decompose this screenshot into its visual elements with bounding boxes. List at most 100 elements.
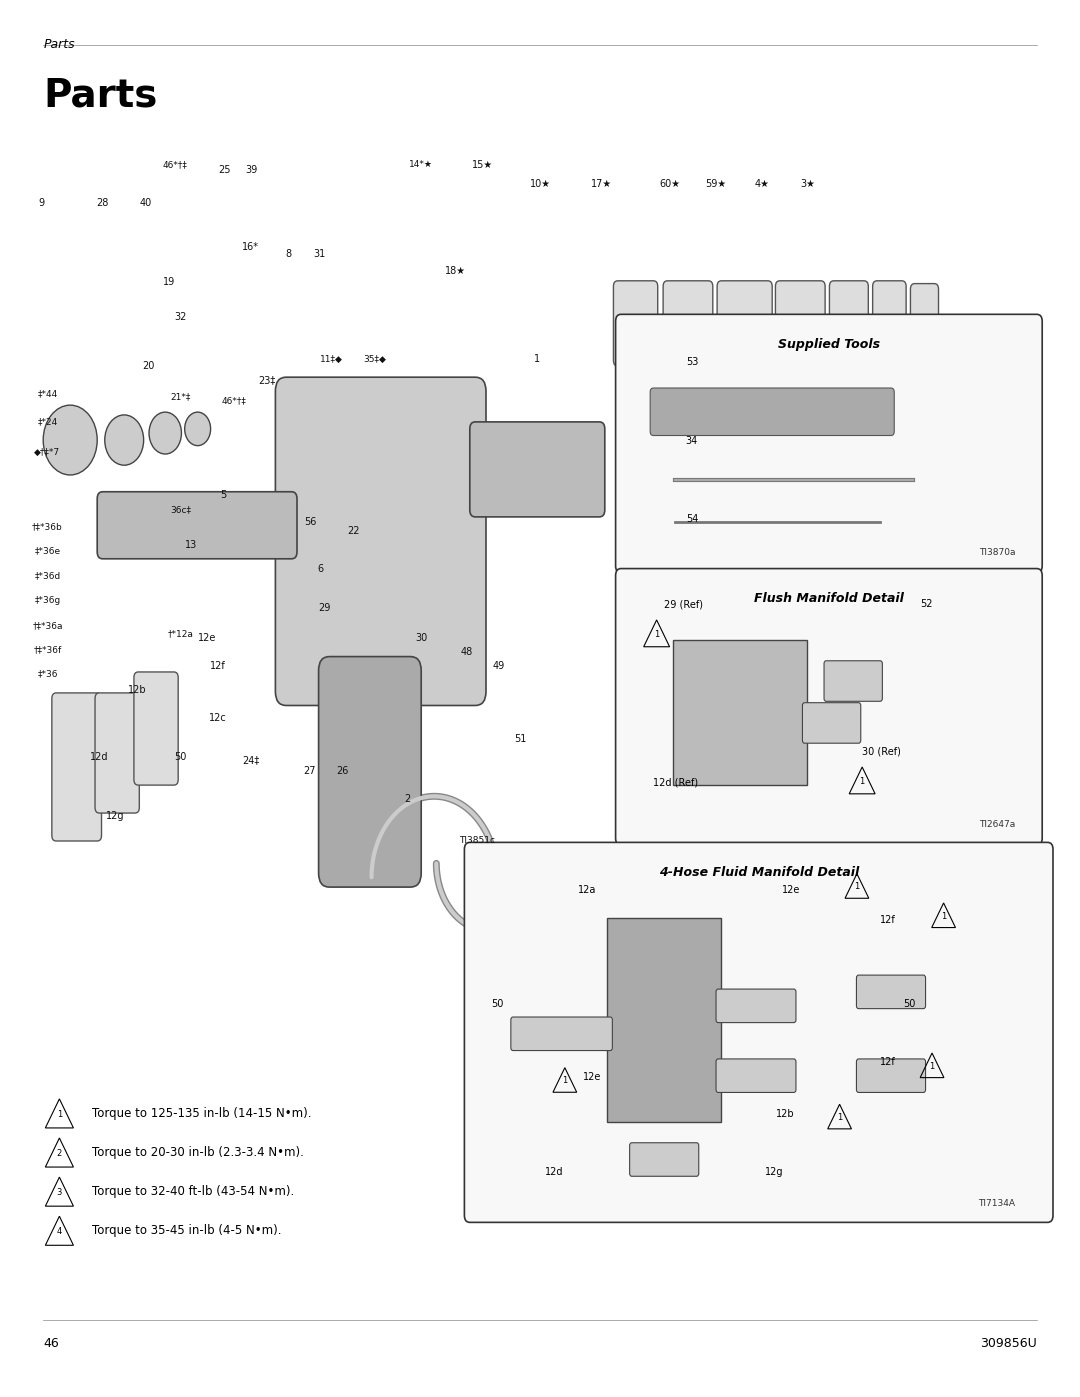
FancyBboxPatch shape (616, 569, 1042, 845)
FancyBboxPatch shape (470, 422, 605, 517)
FancyBboxPatch shape (464, 842, 1053, 1222)
Text: 30 (Ref): 30 (Ref) (862, 746, 901, 756)
Text: 12d (Ref): 12d (Ref) (653, 778, 699, 788)
Text: 1: 1 (563, 1076, 567, 1085)
Text: 3★: 3★ (800, 179, 815, 190)
Text: 12b: 12b (127, 685, 147, 696)
Text: 12d: 12d (545, 1166, 564, 1178)
Text: 18★: 18★ (445, 265, 467, 277)
Text: 19: 19 (163, 277, 176, 288)
FancyBboxPatch shape (511, 1017, 612, 1051)
Text: 46*†‡: 46*†‡ (221, 397, 247, 405)
Text: 25: 25 (218, 165, 231, 176)
Text: 4: 4 (57, 1227, 62, 1236)
Text: Torque to 35-45 in-lb (4-5 N•m).: Torque to 35-45 in-lb (4-5 N•m). (92, 1224, 281, 1238)
Text: 3: 3 (57, 1187, 62, 1197)
Text: ‡*36d: ‡*36d (35, 571, 60, 580)
FancyBboxPatch shape (873, 281, 906, 380)
Text: 50: 50 (491, 999, 503, 1009)
Text: 12d: 12d (90, 752, 109, 763)
FancyBboxPatch shape (910, 284, 939, 373)
Circle shape (105, 415, 144, 465)
Text: 30: 30 (415, 633, 428, 644)
Text: 46*†‡: 46*†‡ (162, 161, 188, 169)
Text: 29: 29 (318, 602, 330, 613)
Text: 27: 27 (303, 766, 316, 777)
Text: 24‡: 24‡ (242, 754, 259, 766)
Text: 4-Hose Fluid Manifold Detail: 4-Hose Fluid Manifold Detail (659, 866, 859, 879)
Text: Flush Manifold Detail: Flush Manifold Detail (754, 592, 904, 605)
Text: 20: 20 (141, 360, 154, 372)
Text: 12f: 12f (880, 1058, 895, 1067)
Text: 31: 31 (313, 249, 326, 260)
Text: 1: 1 (854, 883, 860, 891)
Text: 6: 6 (318, 563, 324, 574)
Text: 60★: 60★ (659, 179, 680, 190)
Text: 21*‡: 21*‡ (171, 393, 190, 401)
Text: 52: 52 (920, 599, 933, 609)
Text: †*12a: †*12a (167, 630, 193, 638)
Text: 12f: 12f (211, 661, 226, 672)
Text: 14*★: 14*★ (409, 161, 433, 169)
Text: ‡*44: ‡*44 (38, 390, 57, 398)
Text: †‡*36f: †‡*36f (33, 645, 62, 654)
Text: 54: 54 (686, 514, 698, 524)
Text: 309856U: 309856U (980, 1337, 1037, 1351)
FancyBboxPatch shape (775, 281, 825, 401)
Text: 12g: 12g (106, 810, 125, 821)
Text: 8: 8 (285, 249, 292, 260)
Text: 12f: 12f (880, 915, 895, 925)
FancyBboxPatch shape (824, 661, 882, 701)
Text: ◆†‡*7: ◆†‡*7 (35, 448, 60, 457)
Text: 1: 1 (941, 911, 946, 921)
Text: 5: 5 (220, 489, 227, 500)
Text: 29 (Ref): 29 (Ref) (664, 599, 703, 609)
Text: 1: 1 (57, 1109, 62, 1119)
FancyBboxPatch shape (716, 1059, 796, 1092)
FancyBboxPatch shape (97, 492, 297, 559)
Text: Supplied Tools: Supplied Tools (778, 338, 880, 351)
Text: 17★: 17★ (591, 179, 612, 190)
FancyBboxPatch shape (717, 281, 772, 394)
Text: 12e: 12e (198, 633, 217, 644)
Text: 50: 50 (903, 999, 916, 1009)
Text: 51: 51 (514, 733, 527, 745)
Text: 15★: 15★ (472, 159, 494, 170)
Text: 40: 40 (139, 197, 152, 208)
Text: TI7134A: TI7134A (978, 1199, 1015, 1207)
FancyBboxPatch shape (856, 975, 926, 1009)
FancyBboxPatch shape (856, 1059, 926, 1092)
FancyBboxPatch shape (663, 281, 713, 380)
FancyBboxPatch shape (802, 703, 861, 743)
Text: 53: 53 (686, 358, 698, 367)
Text: 50: 50 (174, 752, 187, 763)
FancyBboxPatch shape (650, 388, 894, 436)
FancyBboxPatch shape (607, 918, 721, 1122)
FancyBboxPatch shape (275, 377, 486, 705)
Text: 11‡◆: 11‡◆ (320, 355, 343, 363)
Text: 12g: 12g (765, 1166, 783, 1178)
FancyBboxPatch shape (613, 281, 658, 366)
Text: ‡*36: ‡*36 (38, 669, 57, 678)
Circle shape (149, 412, 181, 454)
Text: Torque to 32-40 ft-lb (43-54 N•m).: Torque to 32-40 ft-lb (43-54 N•m). (92, 1185, 294, 1199)
Text: 12b: 12b (777, 1109, 795, 1119)
Text: 1: 1 (930, 1062, 934, 1070)
Text: ‡*36g: ‡*36g (35, 597, 60, 605)
Text: 23‡: 23‡ (258, 374, 275, 386)
Text: ‡*36e: ‡*36e (35, 546, 60, 555)
Text: 39: 39 (245, 165, 258, 176)
Text: 12c: 12c (210, 712, 227, 724)
Text: 26: 26 (336, 766, 349, 777)
Text: 10★: 10★ (529, 179, 551, 190)
Text: 2: 2 (404, 793, 410, 805)
FancyBboxPatch shape (52, 693, 102, 841)
Text: 12a: 12a (578, 886, 596, 895)
Text: 36c‡: 36c‡ (170, 506, 191, 514)
Text: 12e: 12e (583, 1071, 602, 1081)
Text: TI3851c: TI3851c (459, 837, 496, 845)
Text: Parts: Parts (43, 38, 75, 50)
Text: TI2647a: TI2647a (978, 820, 1015, 828)
FancyBboxPatch shape (319, 657, 421, 887)
Text: 46: 46 (43, 1337, 59, 1351)
